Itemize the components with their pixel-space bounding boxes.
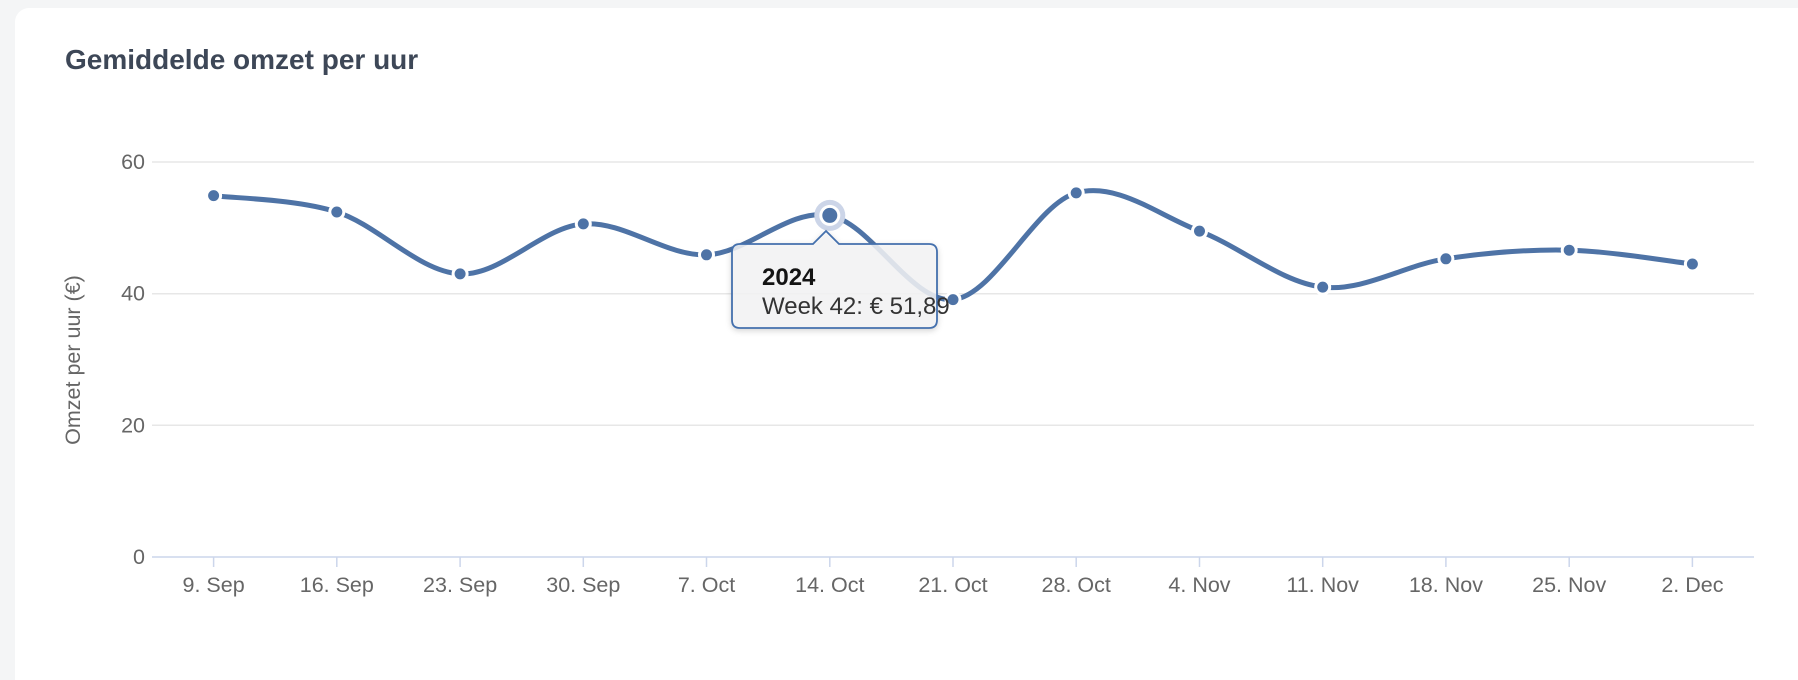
y-axis-label: 0: [133, 545, 145, 569]
y-axis-label: 40: [121, 282, 145, 306]
chart-canvas[interactable]: 9. Sep 16. Sep 23. Sep 30. Sep 7. Oct 14. Oct…: [15, 8, 1798, 680]
x-axis-label: 14. Oct: [795, 573, 864, 597]
x-axis-label: 21. Oct: [918, 573, 987, 597]
revenue-line-chart[interactable]: 9. Sep 16. Sep 23. Sep 30. Sep 7. Oct 14. Oct…: [15, 8, 1798, 680]
data-point[interactable]: [1560, 241, 1578, 259]
x-axis-label: 9. Sep: [183, 573, 245, 597]
data-point[interactable]: [574, 215, 592, 233]
x-axis-label: 7. Oct: [678, 573, 735, 597]
data-point[interactable]: [944, 291, 962, 309]
x-axis-label: 25. Nov: [1532, 573, 1606, 597]
y-axis-title: Omzet per uur (€): [61, 275, 85, 445]
chart-card: Gemiddelde omzet per uur 9. Sep 16. Sep 23…: [15, 8, 1798, 680]
x-axis-label: 23. Sep: [423, 573, 497, 597]
x-axis-label: 2. Dec: [1661, 573, 1723, 597]
data-point-hovered[interactable]: [822, 207, 838, 223]
x-axis-label: 16. Sep: [300, 573, 374, 597]
x-axis-label: 28. Oct: [1042, 573, 1111, 597]
chart-title: Gemiddelde omzet per uur: [65, 44, 419, 75]
y-axis-label: 60: [121, 150, 145, 174]
data-point[interactable]: [1683, 255, 1701, 273]
data-point[interactable]: [698, 246, 715, 264]
data-point[interactable]: [1437, 250, 1455, 268]
y-axis-label: 20: [121, 413, 145, 437]
data-point[interactable]: [451, 265, 469, 283]
series-line-2024: [211, 188, 1695, 303]
data-point[interactable]: [328, 203, 346, 221]
data-point[interactable]: [205, 187, 223, 205]
x-axis-label: 18. Nov: [1409, 573, 1483, 597]
tooltip-bubble: [731, 229, 938, 329]
data-point[interactable]: [1067, 184, 1085, 202]
x-axis-label: 4. Nov: [1168, 573, 1230, 597]
x-axis-label: 11. Nov: [1286, 573, 1359, 597]
data-point[interactable]: [1314, 278, 1332, 296]
x-axis-label: 30. Sep: [546, 573, 620, 597]
data-point[interactable]: [1191, 222, 1208, 240]
